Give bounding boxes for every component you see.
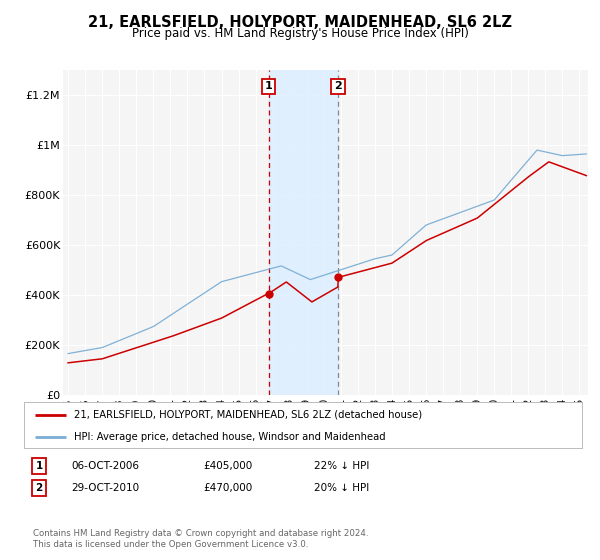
Text: 21, EARLSFIELD, HOLYPORT, MAIDENHEAD, SL6 2LZ: 21, EARLSFIELD, HOLYPORT, MAIDENHEAD, SL… (88, 15, 512, 30)
Text: 21, EARLSFIELD, HOLYPORT, MAIDENHEAD, SL6 2LZ (detached house): 21, EARLSFIELD, HOLYPORT, MAIDENHEAD, SL… (74, 410, 422, 420)
Bar (269, 70, 338, 395)
Text: This data is licensed under the Open Government Licence v3.0.: This data is licensed under the Open Gov… (33, 540, 308, 549)
Text: HPI: Average price, detached house, Windsor and Maidenhead: HPI: Average price, detached house, Wind… (74, 432, 386, 441)
Text: 22% ↓ HPI: 22% ↓ HPI (314, 461, 370, 471)
Text: 1: 1 (35, 461, 43, 471)
Text: 29-OCT-2010: 29-OCT-2010 (71, 483, 139, 493)
Text: Price paid vs. HM Land Registry's House Price Index (HPI): Price paid vs. HM Land Registry's House … (131, 27, 469, 40)
Text: 06-OCT-2006: 06-OCT-2006 (71, 461, 139, 471)
Text: 2: 2 (334, 81, 342, 91)
Text: 2: 2 (35, 483, 43, 493)
Text: Contains HM Land Registry data © Crown copyright and database right 2024.: Contains HM Land Registry data © Crown c… (33, 529, 368, 538)
Text: £470,000: £470,000 (203, 483, 253, 493)
Text: 1: 1 (265, 81, 272, 91)
Text: £405,000: £405,000 (203, 461, 253, 471)
Text: 20% ↓ HPI: 20% ↓ HPI (314, 483, 370, 493)
